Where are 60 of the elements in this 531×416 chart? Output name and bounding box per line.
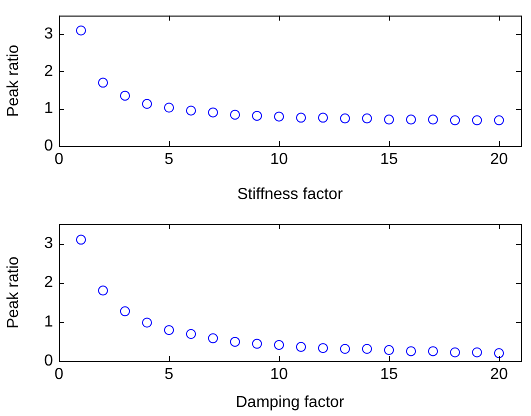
x-tick-label: 20 bbox=[490, 151, 508, 168]
y-tick-label: 2 bbox=[44, 274, 54, 292]
point bbox=[230, 336, 240, 347]
y-axis-title: Peak ratio bbox=[5, 44, 22, 117]
point bbox=[450, 347, 460, 358]
point bbox=[164, 325, 174, 336]
point bbox=[318, 112, 328, 123]
point bbox=[494, 115, 504, 126]
point bbox=[208, 107, 218, 118]
y-tick-label: 0 bbox=[44, 137, 54, 154]
point bbox=[494, 348, 504, 358]
point bbox=[98, 78, 108, 88]
point bbox=[472, 115, 482, 126]
y-axis-title: Peak ratio bbox=[5, 256, 22, 329]
y-tick-label: 0 bbox=[44, 352, 54, 370]
y-tick-label: 2 bbox=[44, 62, 54, 80]
point bbox=[318, 343, 328, 354]
x-tick-label: 5 bbox=[164, 366, 174, 384]
point bbox=[274, 112, 284, 122]
point bbox=[428, 114, 438, 125]
point bbox=[76, 234, 86, 245]
point bbox=[274, 340, 284, 350]
point bbox=[428, 346, 438, 356]
point bbox=[406, 346, 416, 356]
x-tick-label: 15 bbox=[380, 151, 398, 168]
x-tick-label: 5 bbox=[164, 151, 174, 168]
point bbox=[340, 344, 350, 354]
point bbox=[362, 113, 372, 124]
point bbox=[76, 26, 86, 36]
point bbox=[296, 112, 306, 123]
point bbox=[384, 345, 394, 356]
point bbox=[450, 115, 460, 126]
x-axis-title: Damping factor bbox=[236, 394, 345, 411]
point bbox=[340, 113, 350, 124]
point bbox=[406, 114, 416, 125]
point bbox=[120, 90, 130, 101]
point bbox=[472, 347, 482, 358]
point bbox=[142, 318, 152, 328]
point bbox=[142, 98, 152, 109]
point bbox=[230, 110, 240, 120]
point bbox=[252, 110, 262, 121]
point bbox=[164, 102, 174, 113]
x-tick-label: 20 bbox=[490, 366, 508, 384]
point bbox=[252, 338, 262, 349]
y-tick-label: 1 bbox=[44, 313, 54, 330]
point bbox=[186, 106, 196, 116]
point bbox=[186, 328, 196, 339]
y-tick-label: 3 bbox=[44, 234, 54, 252]
x-tick-label: 10 bbox=[270, 151, 288, 168]
x-tick-label: 15 bbox=[380, 366, 398, 384]
point bbox=[208, 333, 218, 344]
x-tick-label: 10 bbox=[270, 366, 288, 384]
point bbox=[296, 342, 306, 352]
point bbox=[362, 344, 372, 354]
point bbox=[384, 114, 394, 125]
point bbox=[98, 286, 108, 296]
y-tick-label: 1 bbox=[44, 100, 54, 118]
point bbox=[120, 306, 130, 316]
x-axis-title: Stiffness factor bbox=[237, 186, 344, 203]
y-tick-label: 3 bbox=[44, 26, 54, 43]
